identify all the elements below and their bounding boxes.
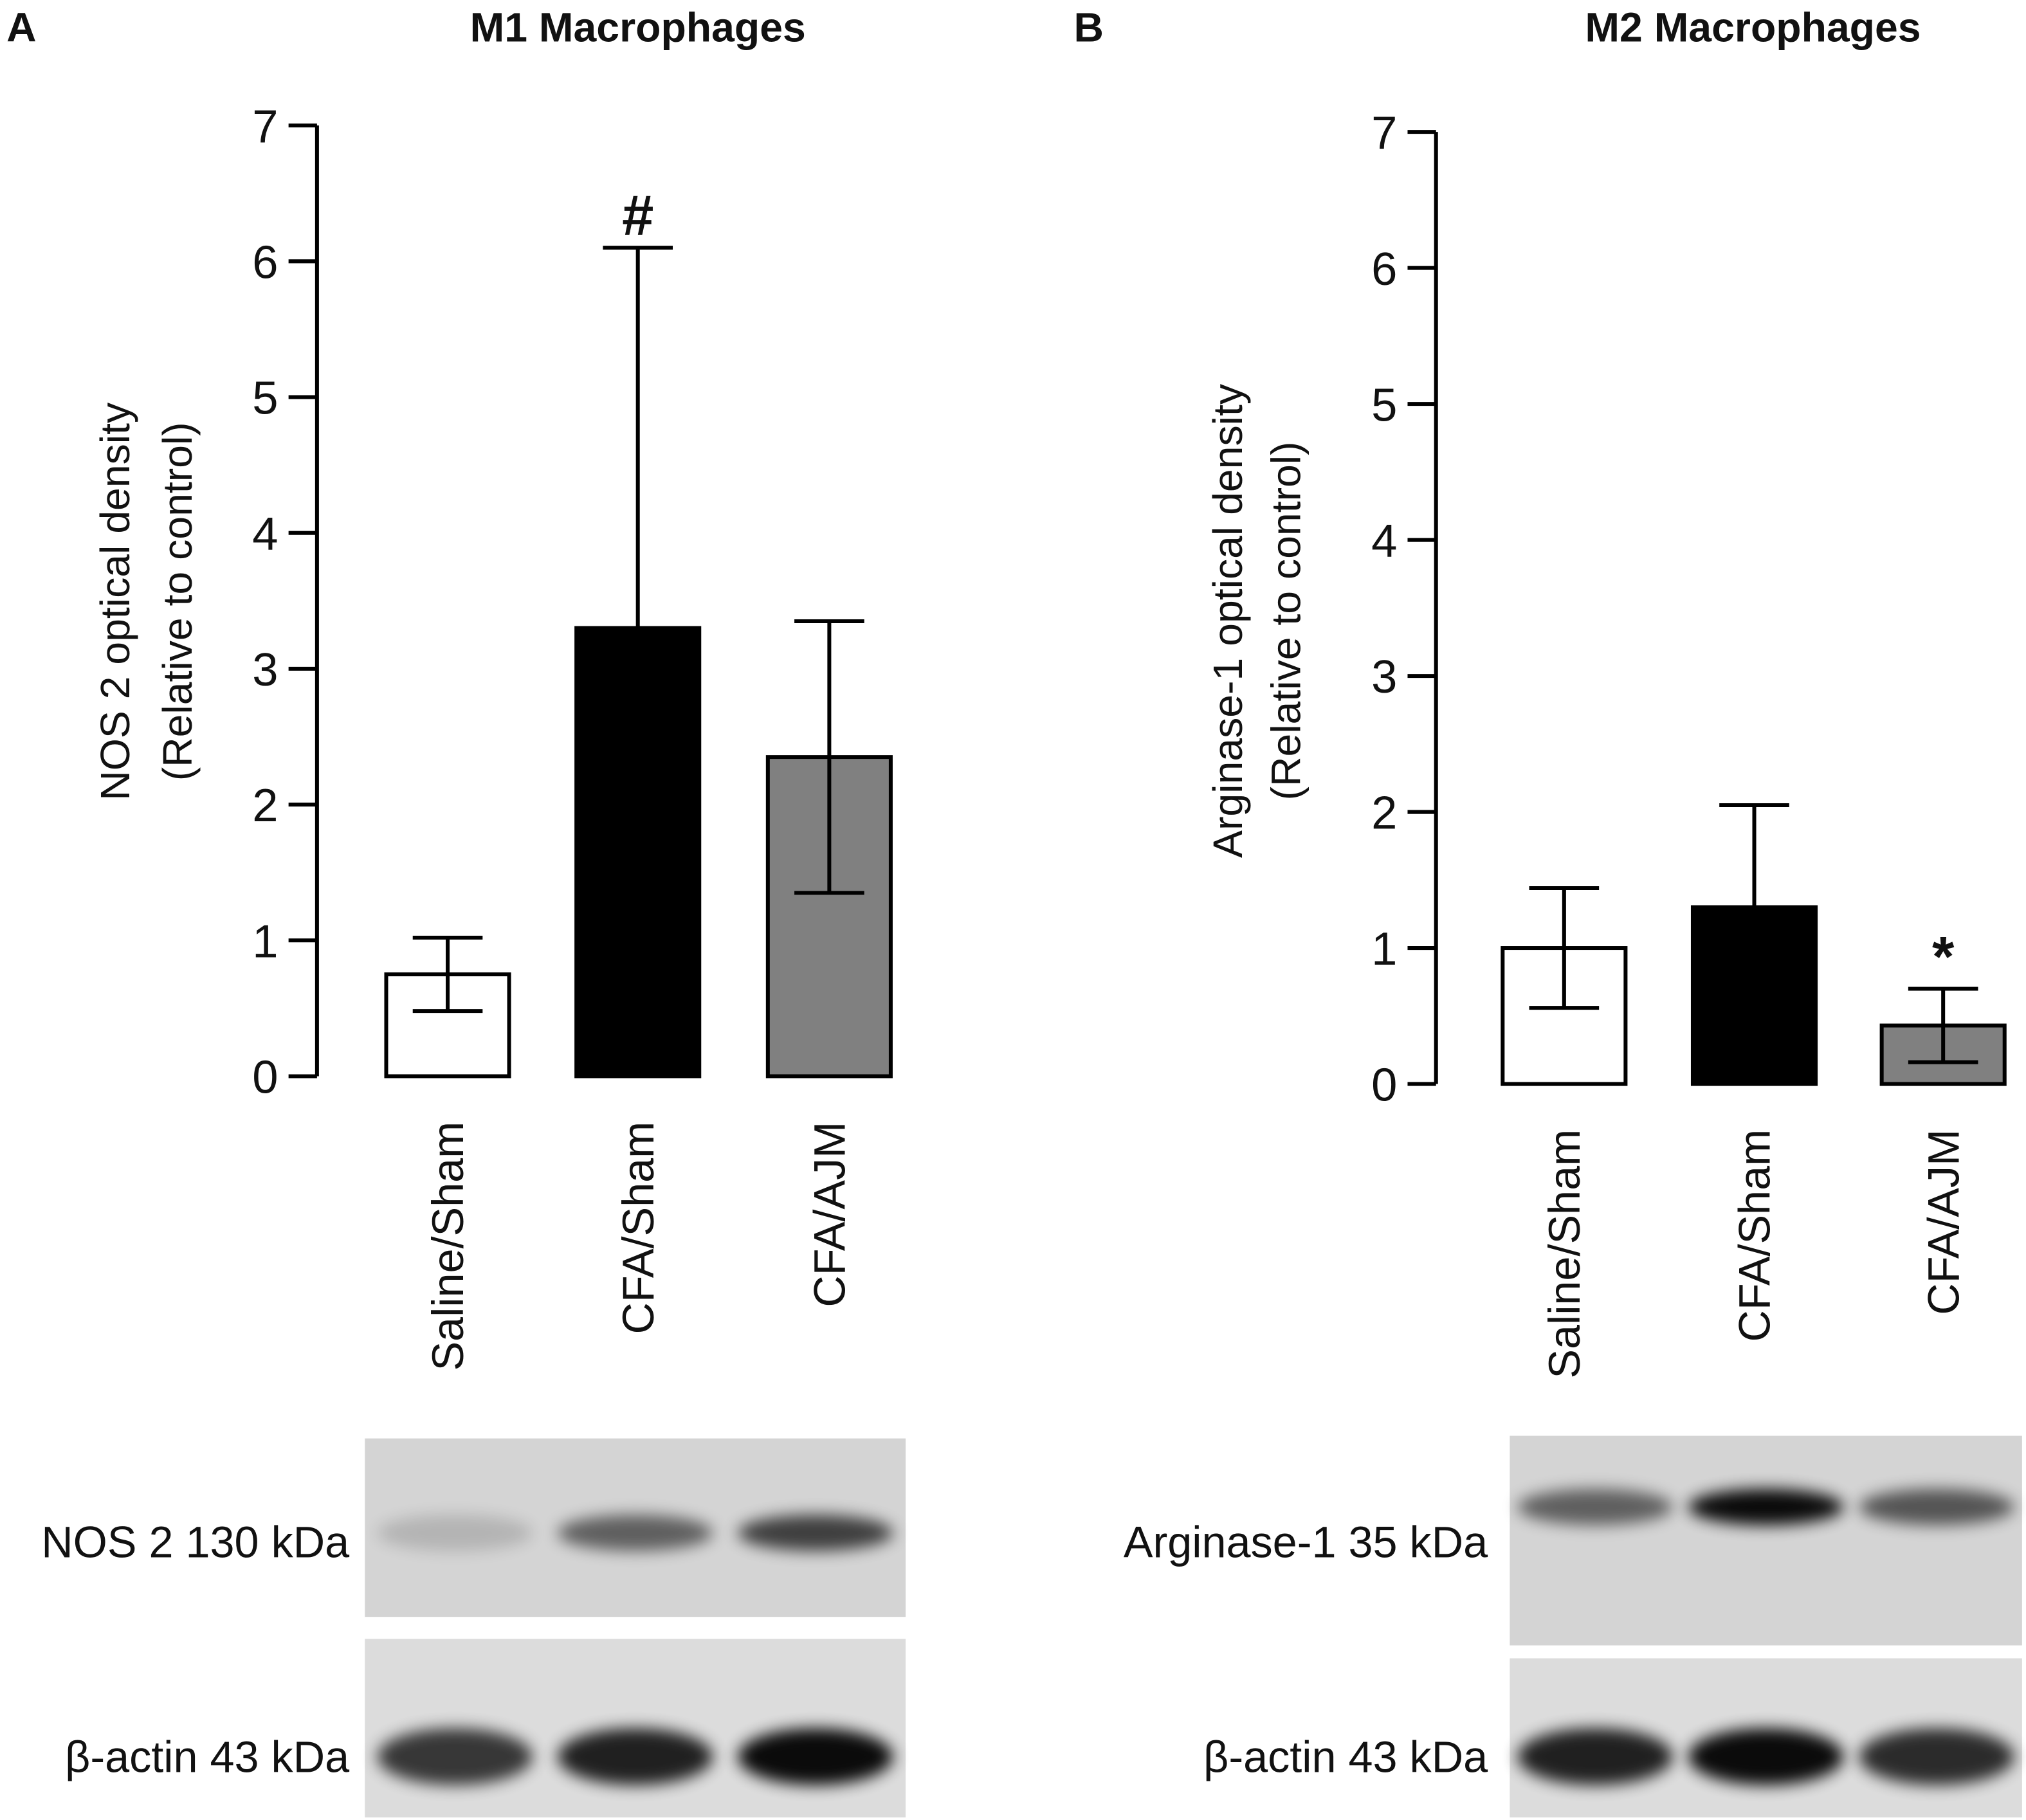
blot-band [1859,1728,2014,1785]
y-tick-label: 7 [252,100,278,152]
y-tick-label: 6 [252,236,278,288]
y-tick-label: 0 [252,1051,278,1104]
blot-band [738,1515,893,1551]
y-tick-label: 1 [252,915,278,967]
x-tick-label: Saline/Sham [424,1122,473,1371]
blot-label: β-actin 43 kDa [65,1733,350,1782]
blot-band [1688,1489,1844,1525]
x-tick-label: CFA/Sham [614,1122,663,1334]
panel-letter: B [1074,4,1104,50]
y-tick-label: 6 [1371,243,1397,295]
blot-band [1517,1489,1673,1525]
blot-band [557,1515,713,1551]
blot-band [738,1728,893,1785]
blot-band [1859,1489,2014,1525]
panel-letter: A [6,4,36,50]
blot-band [557,1728,713,1785]
blot-band [377,1728,533,1785]
y-axis-label: (Relative to control) [154,422,201,781]
y-tick-label: 5 [252,372,278,424]
x-tick-label: Saline/Sham [1540,1129,1589,1379]
blot-label: NOS 2 130 kDa [41,1518,350,1567]
blot-image [1510,1435,2022,1646]
significance-mark: # [622,183,653,247]
y-tick-label: 4 [1371,515,1397,567]
blot-band [377,1515,533,1551]
significance-mark: * [1932,924,1955,988]
y-tick-label: 5 [1371,379,1397,431]
x-tick-label: CFA/Sham [1731,1129,1780,1342]
chart-title: M2 Macrophages [1585,4,1921,50]
y-axis-label: (Relative to control) [1263,441,1310,800]
x-tick-label: CFA/AJM [806,1122,855,1307]
y-tick-label: 7 [1371,107,1397,159]
y-tick-label: 0 [1371,1059,1397,1111]
y-tick-label: 2 [1371,787,1397,839]
chart-title: M1 Macrophages [470,4,806,50]
y-tick-label: 4 [252,508,278,560]
y-tick-label: 2 [252,779,278,832]
y-tick-label: 1 [1371,923,1397,975]
y-tick-label: 3 [1371,651,1397,703]
y-tick-label: 3 [252,644,278,696]
blot-label: Arginase-1 35 kDa [1124,1518,1488,1567]
x-tick-label: CFA/AJM [1919,1129,1968,1315]
blot-band [1688,1728,1844,1785]
blot-band [1517,1728,1673,1785]
blot-label: β-actin 43 kDa [1203,1733,1488,1782]
y-axis-label: NOS 2 optical density [92,402,138,801]
y-axis-label: Arginase-1 optical density [1205,383,1251,858]
